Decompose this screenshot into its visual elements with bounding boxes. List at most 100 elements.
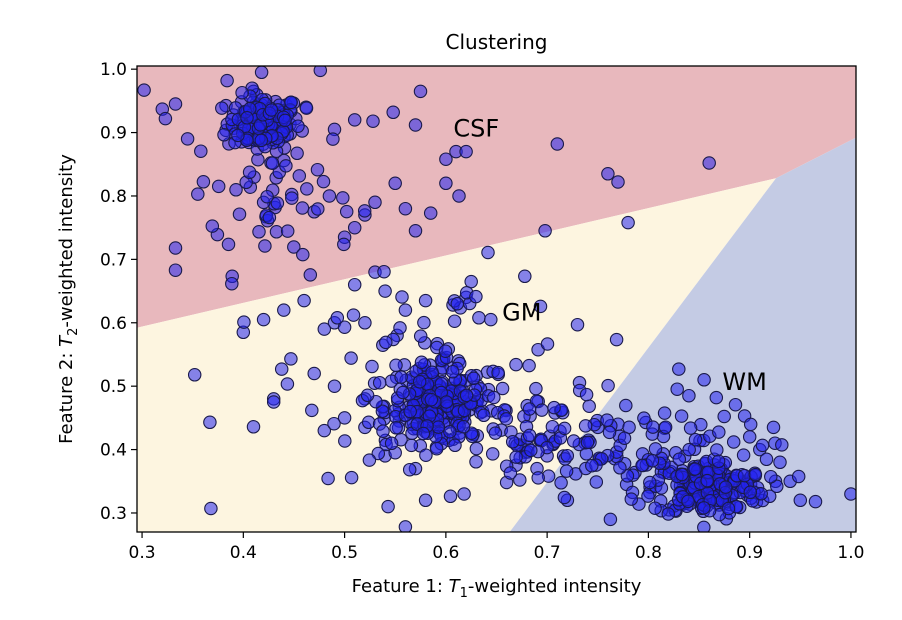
data-point — [280, 224, 295, 238]
data-point — [670, 382, 684, 396]
data-point — [712, 425, 726, 439]
y-tick-label: 0.4 — [100, 441, 127, 461]
data-point — [339, 204, 354, 219]
data-point — [469, 455, 483, 469]
data-point — [550, 137, 565, 151]
data-point — [448, 438, 462, 453]
data-point — [585, 458, 599, 473]
data-point — [538, 224, 552, 238]
data-point — [469, 441, 484, 456]
data-point — [347, 113, 362, 127]
data-point — [326, 132, 340, 146]
plot-frame — [136, 65, 857, 533]
data-point — [303, 268, 318, 282]
data-point — [439, 152, 453, 166]
x-tick-label: 0.3 — [129, 543, 156, 563]
data-point — [503, 466, 518, 480]
data-point — [365, 359, 379, 374]
y-axis-label-prefix: Feature 2: — [56, 347, 77, 444]
data-point — [262, 210, 277, 225]
data-point — [661, 507, 676, 521]
data-point — [425, 365, 439, 380]
data-point — [279, 159, 293, 173]
data-point — [718, 480, 733, 494]
data-point — [379, 335, 393, 350]
data-point — [481, 245, 495, 260]
data-point — [194, 144, 208, 158]
data-point — [361, 415, 376, 430]
data-point — [277, 303, 291, 317]
data-point — [645, 454, 660, 468]
data-point — [240, 111, 254, 125]
data-point — [431, 420, 446, 434]
data-point — [533, 299, 548, 314]
data-point — [158, 111, 173, 126]
data-point — [472, 311, 486, 325]
data-point — [700, 473, 714, 488]
data-point — [418, 293, 433, 308]
data-point — [317, 423, 332, 438]
data-point — [601, 167, 615, 181]
data-point — [307, 366, 321, 381]
data-point — [285, 191, 299, 205]
y-tick-label: 0.3 — [100, 504, 127, 524]
data-point — [621, 215, 635, 230]
data-point — [540, 337, 555, 351]
data-point — [413, 84, 428, 99]
data-point — [495, 381, 510, 396]
data-point — [270, 196, 285, 210]
data-point — [675, 467, 689, 482]
data-point — [168, 263, 183, 277]
data-point — [274, 362, 289, 376]
data-point — [408, 118, 423, 132]
data-point — [338, 434, 352, 448]
data-point — [204, 501, 218, 516]
data-point — [327, 379, 342, 393]
data-point — [439, 395, 454, 409]
data-point — [469, 289, 483, 304]
x-tick-label: 1.0 — [837, 543, 864, 563]
data-point — [252, 225, 266, 239]
y-tick-label: 0.9 — [100, 124, 127, 144]
y-axis-label-subscript: 2 — [66, 328, 81, 336]
data-point — [743, 485, 758, 500]
data-point — [844, 487, 856, 501]
data-point — [424, 392, 439, 407]
data-point — [545, 419, 560, 434]
x-tick-label: 0.8 — [635, 543, 662, 563]
data-point — [566, 434, 581, 448]
x-tick-label: 0.4 — [230, 543, 257, 563]
data-point — [290, 146, 304, 161]
data-point — [609, 332, 624, 347]
data-point — [773, 455, 787, 470]
region-csf — [137, 66, 856, 328]
data-point — [278, 113, 292, 128]
data-point — [711, 454, 726, 469]
data-point — [457, 487, 471, 501]
data-point — [180, 132, 195, 146]
data-point — [658, 420, 673, 434]
data-point — [412, 375, 427, 389]
data-point — [168, 241, 183, 255]
data-point — [205, 219, 220, 233]
data-point — [254, 133, 269, 148]
data-point — [648, 501, 662, 515]
data-point — [808, 494, 823, 509]
data-point — [231, 128, 245, 143]
data-point — [368, 195, 382, 210]
data-point — [221, 237, 236, 252]
data-point — [529, 381, 543, 396]
data-point — [344, 470, 359, 485]
data-point — [375, 404, 390, 419]
data-point — [362, 453, 377, 467]
data-point — [377, 264, 391, 279]
data-point — [641, 489, 655, 503]
data-point — [408, 224, 423, 238]
data-point — [371, 446, 386, 461]
data-point — [423, 206, 438, 220]
data-point — [266, 395, 281, 409]
data-point — [284, 95, 298, 110]
data-point — [554, 476, 568, 490]
x-axis-label: Feature 1: T1-weighted intensity — [352, 576, 642, 601]
